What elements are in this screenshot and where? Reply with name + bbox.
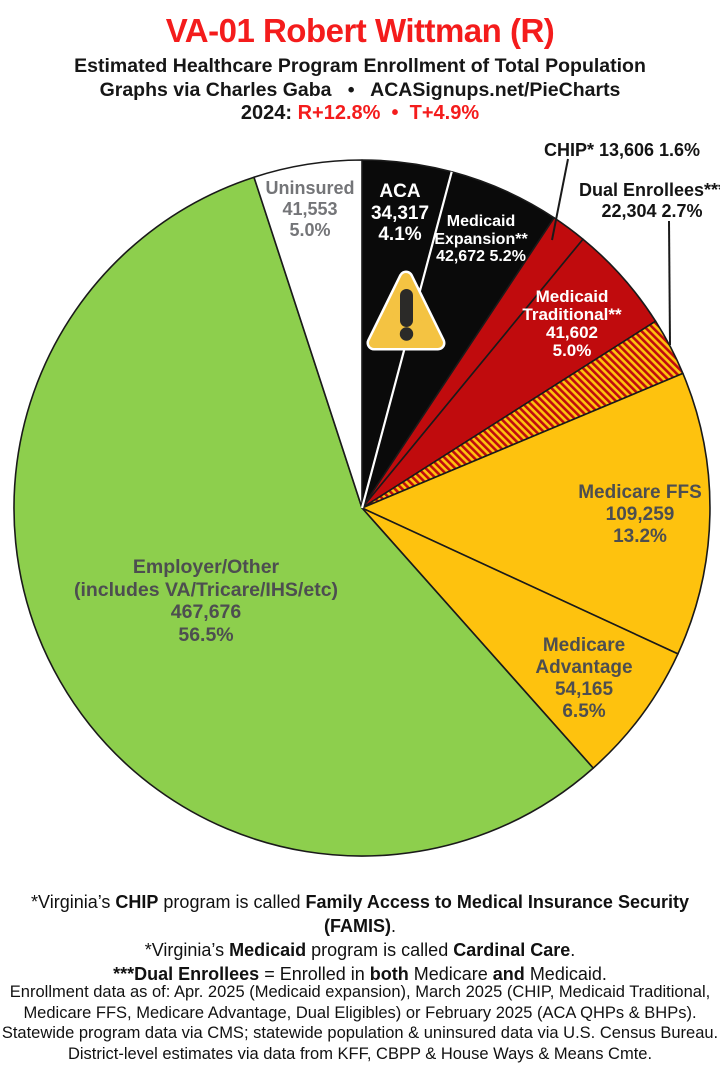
slice-label-line: 41,553 bbox=[282, 199, 338, 219]
source-note-line: Enrollment data as of: Apr. 2025 (Medica… bbox=[9, 983, 711, 1001]
pie-slice-uninsured bbox=[253, 159, 363, 509]
slice-label-line: Traditional** bbox=[522, 305, 622, 324]
pie-slice-medicare-ffs bbox=[361, 372, 711, 655]
callout-label-dual-enrollees: Dual Enrollees*** 22,304 2.7% bbox=[547, 180, 720, 222]
pie-chart-area: Uninsured 41,553 5.0% ACA 34,317 4.1% Me… bbox=[0, 140, 720, 880]
source-note-line: District-level estimates via data from K… bbox=[67, 1044, 653, 1063]
slice-label-line: Dual Enrollees*** bbox=[578, 180, 720, 200]
footnote-text: . bbox=[570, 940, 576, 960]
slice-label-aca: ACA 34,317 4.1% bbox=[330, 181, 470, 246]
footnote-text: Cardinal Care bbox=[453, 940, 571, 960]
footnote-text: Family Access to Medical Insurance Secur… bbox=[305, 892, 689, 936]
lean-r-value: R+12.8% bbox=[297, 102, 381, 124]
footnote-text: ***Dual Enrollees bbox=[113, 964, 260, 984]
footnote-medicaid-cardinal-care: *Virginia’s Medicaid program is called C… bbox=[0, 938, 720, 962]
footnote-text: . bbox=[390, 916, 396, 936]
callout-label-chip: CHIP* 13,606 1.6% bbox=[512, 140, 720, 161]
lean-year-label: 2024: bbox=[240, 102, 298, 124]
footnote-text: program is called bbox=[158, 892, 306, 912]
slice-label-line: Medicare FFS bbox=[578, 482, 702, 503]
slice-label-line: 42,672 5.2% bbox=[436, 248, 526, 265]
page-title: VA-01 Robert Wittman (R) bbox=[165, 12, 555, 49]
slice-label-line: 467,676 bbox=[170, 601, 242, 623]
slice-label-line: ACA bbox=[379, 181, 421, 202]
source-note-line: Statewide program data via CMS; statewid… bbox=[1, 1024, 719, 1042]
footnote-text: *Virginia’s bbox=[31, 892, 116, 912]
slice-label-line: Expansion** bbox=[434, 230, 528, 248]
slice-label-line: CHIP* 13,606 1.6% bbox=[543, 140, 701, 160]
slice-label-line: (includes VA/Tricare/IHS/etc) bbox=[73, 578, 339, 601]
slice-label-line: Medicaid bbox=[535, 287, 609, 306]
pie-slices-group bbox=[13, 159, 711, 857]
pie-slice-employer-other bbox=[13, 176, 594, 857]
slice-label-line: 4.1% bbox=[378, 224, 422, 245]
lean-bullet: • bbox=[380, 102, 410, 124]
callout-line-dual-enrollees bbox=[668, 220, 671, 346]
slice-label-line: 22,304 2.7% bbox=[601, 201, 703, 221]
callout-line-chip bbox=[551, 158, 569, 241]
slice-label-line: Advantage bbox=[535, 657, 633, 678]
footnote-chip-famis: *Virginia’s CHIP program is called Famil… bbox=[0, 890, 720, 938]
chart-subtitle: Estimated Healthcare Program Enrollment … bbox=[74, 55, 646, 77]
footnote-text: = Enrolled in bbox=[259, 964, 370, 984]
footnote-text: CHIP bbox=[115, 892, 159, 912]
slice-label-medicare-advantage: Medicare Advantage 54,165 6.5% bbox=[484, 635, 684, 723]
partisan-lean-line: 2024: R+12.8% • T+4.9% bbox=[0, 102, 720, 125]
footnote-text: program is called bbox=[306, 940, 454, 960]
pie-slice-medicare-advantage bbox=[361, 507, 679, 769]
footnote-text: Medicare bbox=[408, 964, 493, 984]
footnote-text: and bbox=[492, 964, 525, 984]
source-note-line: Medicare FFS, Medicare Advantage, Dual E… bbox=[23, 1003, 697, 1022]
footnote-text: Medicaid. bbox=[524, 964, 607, 984]
footnote-text: *Virginia’s bbox=[144, 940, 230, 960]
slice-label-medicaid-traditional: Medicaid Traditional** 41,602 5.0% bbox=[472, 288, 672, 360]
slice-label-line: 109,259 bbox=[605, 504, 675, 525]
slice-label-line: Medicare bbox=[542, 635, 626, 656]
slice-label-medicare-ffs: Medicare FFS 109,259 13.2% bbox=[540, 482, 720, 548]
slice-label-line: Uninsured bbox=[265, 178, 355, 198]
slice-label-line: 41,602 bbox=[546, 323, 598, 342]
slice-label-line: 56.5% bbox=[178, 623, 234, 646]
slice-label-medicaid-expansion: Medicaid Expansion** 42,672 5.2% bbox=[381, 213, 581, 266]
slice-label-line: Medicaid bbox=[446, 213, 516, 230]
footnote-dual-enrollees: ***Dual Enrollees = Enrolled in both Med… bbox=[0, 962, 720, 986]
footnote-text: both bbox=[369, 964, 409, 984]
slice-label-line: 13.2% bbox=[613, 526, 667, 547]
warning-icon bbox=[366, 270, 446, 351]
slice-label-employer-other: Employer/Other (includes VA/Tricare/IHS/… bbox=[46, 556, 366, 646]
slice-label-line: 6.5% bbox=[562, 701, 606, 722]
credit-line: Graphs via Charles Gaba • ACASignups.net… bbox=[99, 79, 621, 101]
slice-label-line: 54,165 bbox=[554, 679, 614, 700]
slice-label-line: 5.0% bbox=[552, 341, 592, 360]
source-notes-block: Enrollment data as of: Apr. 2025 (Medica… bbox=[0, 982, 720, 1064]
slice-label-uninsured: Uninsured 41,553 5.0% bbox=[230, 178, 390, 241]
pie-chart-svg bbox=[13, 158, 711, 857]
slice-label-line: 34,317 bbox=[370, 202, 430, 224]
slice-label-line: 5.0% bbox=[289, 220, 331, 240]
footnotes-block: *Virginia’s CHIP program is called Famil… bbox=[0, 890, 720, 986]
lean-t-value: T+4.9% bbox=[409, 102, 480, 124]
slice-label-line: Employer/Other bbox=[132, 556, 280, 578]
footnote-text: Medicaid bbox=[229, 940, 307, 960]
